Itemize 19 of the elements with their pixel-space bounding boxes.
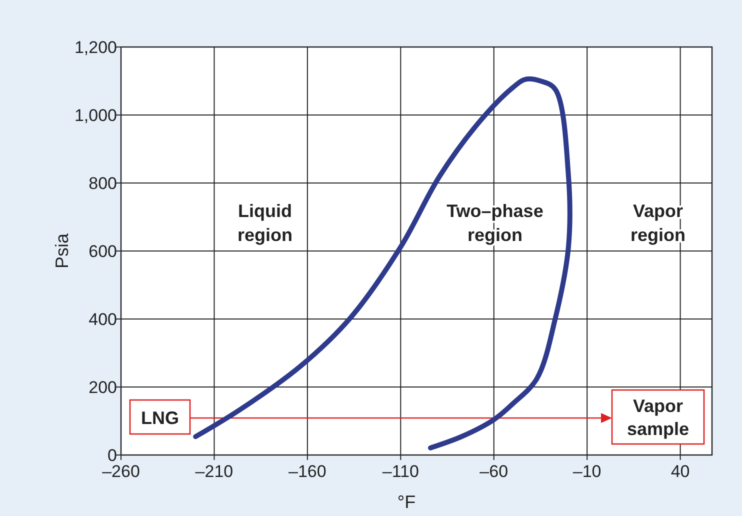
y-tick-label: 0	[108, 446, 117, 465]
annotation: LNG	[141, 408, 179, 428]
x-tick-label: –210	[195, 462, 234, 481]
x-tick-label: –10	[572, 462, 602, 481]
y-axis-title: Psia	[52, 232, 72, 269]
x-tick-label: –110	[382, 462, 419, 481]
y-tick-label: 1,000	[74, 106, 117, 125]
x-tick-label: –260	[102, 462, 140, 481]
x-tick-label: –160	[288, 462, 326, 481]
y-tick-label: 1,200	[74, 38, 117, 57]
x-tick-label: –60	[480, 462, 508, 481]
y-tick-label: 600	[88, 242, 117, 261]
y-tick-label: 400	[88, 310, 117, 329]
annotation: Liquid region	[237, 201, 293, 245]
y-tick-label: 200	[88, 378, 117, 397]
x-axis-title: °F	[397, 492, 416, 512]
annotation: Vapor sample	[626, 396, 690, 439]
x-tick-label: 40	[670, 462, 690, 481]
y-tick-label: 800	[88, 174, 117, 193]
